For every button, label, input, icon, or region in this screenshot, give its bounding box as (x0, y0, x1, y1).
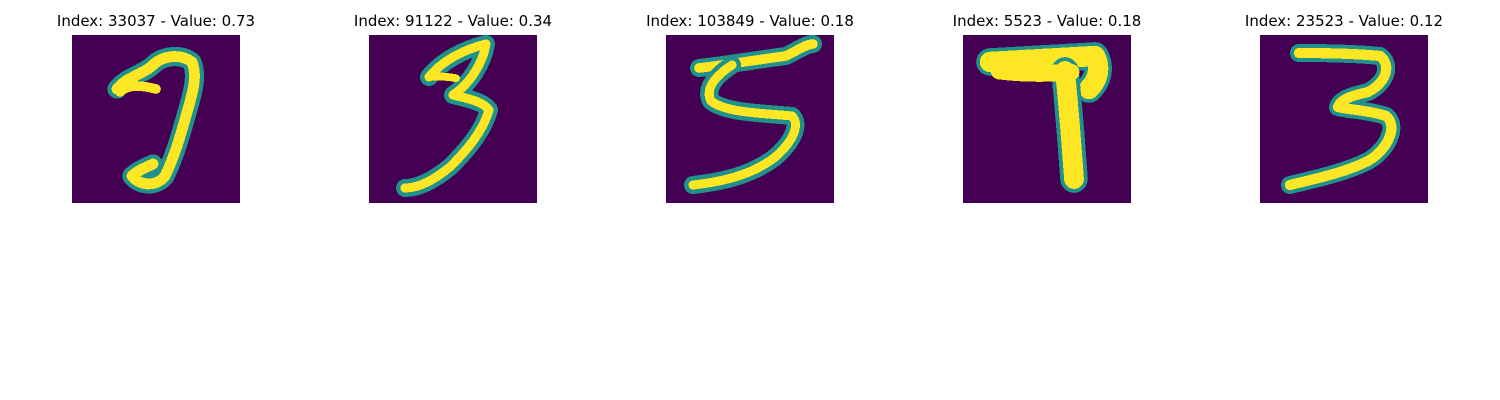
digit-image-three-wide (1260, 35, 1428, 203)
panel-title: Index: 91122 - Value: 0.34 (353, 12, 553, 30)
panel-title: Index: 5523 - Value: 0.18 (952, 12, 1142, 30)
panel-title: Index: 33037 - Value: 0.73 (56, 12, 256, 30)
digit-image-five (666, 35, 834, 203)
panel-title: Index: 23523 - Value: 0.12 (1244, 12, 1444, 30)
digit-image-seven-block (963, 35, 1131, 203)
panel-title: Index: 103849 - Value: 0.18 (646, 12, 854, 30)
digit-image-seven (72, 35, 240, 203)
digit-image-three (369, 35, 537, 203)
